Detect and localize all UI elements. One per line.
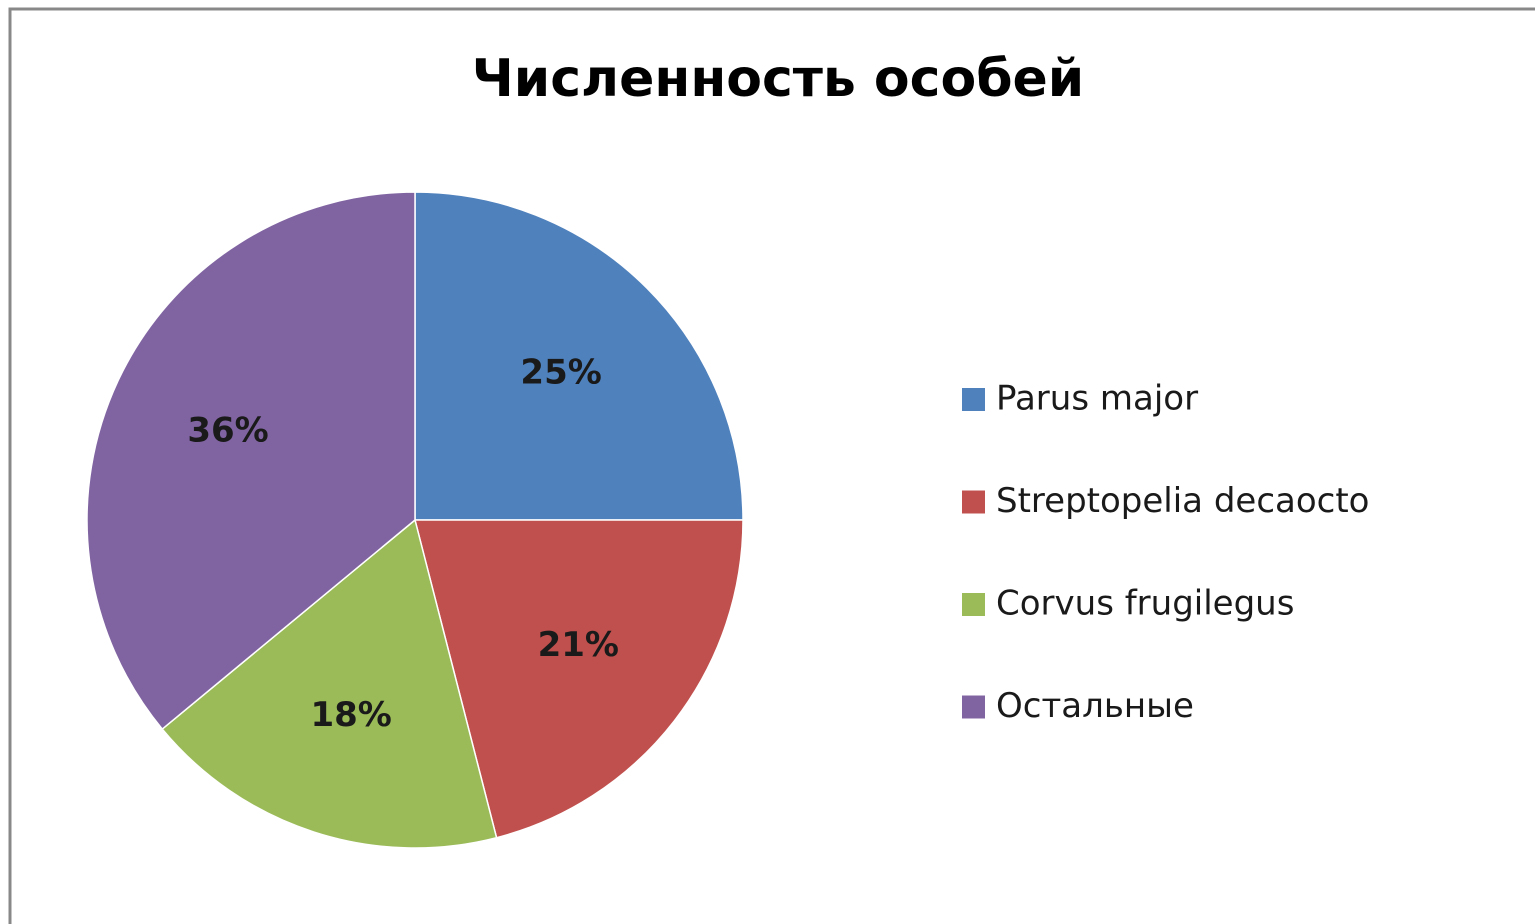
pie-slice bbox=[86, 191, 416, 731]
legend-swatch bbox=[962, 490, 985, 514]
legend-label: Streptopelia decaocto bbox=[996, 481, 1369, 521]
legend-label: Остальные bbox=[996, 686, 1194, 726]
chart-title: Численность особей bbox=[472, 49, 1084, 109]
pie-slice bbox=[161, 518, 498, 849]
data-label: 25% bbox=[520, 352, 601, 392]
legend-swatch bbox=[962, 695, 985, 719]
legend-label: Corvus frugilegus bbox=[996, 584, 1294, 624]
pie-slice bbox=[414, 191, 744, 521]
pie-slice bbox=[414, 519, 744, 839]
legend-swatch bbox=[962, 388, 985, 411]
legend-swatch bbox=[962, 593, 985, 616]
data-label: 21% bbox=[538, 625, 619, 665]
legend-label: Parus major bbox=[996, 379, 1198, 419]
data-label: 36% bbox=[187, 411, 268, 451]
data-label: 18% bbox=[310, 695, 391, 735]
